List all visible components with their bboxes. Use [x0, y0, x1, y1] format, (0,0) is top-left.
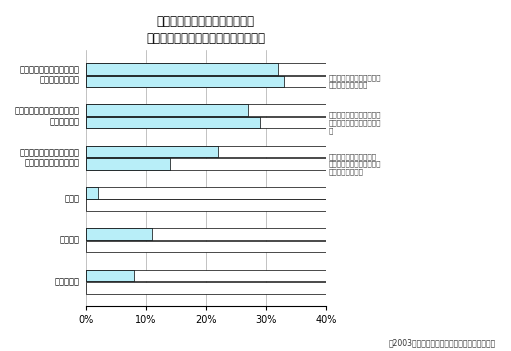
- Bar: [85, 270, 134, 281]
- Bar: [85, 75, 284, 87]
- Text: まちのデザインや公共施設
の整備に芸術的な感性の導
入: まちのデザインや公共施設 の整備に芸術的な感性の導 入: [329, 112, 382, 133]
- Bar: [85, 187, 326, 199]
- Bar: [85, 117, 326, 128]
- Text: 国内外の芸術家や芸術団
体を活動や研修のために一
定期間滞在させる: 国内外の芸術家や芸術団 体を活動や研修のために一 定期間滞在させる: [329, 153, 382, 175]
- Bar: [85, 63, 326, 75]
- Bar: [85, 270, 326, 281]
- Bar: [85, 229, 152, 240]
- Bar: [85, 229, 326, 240]
- Bar: [85, 75, 326, 87]
- Bar: [85, 117, 260, 128]
- Title: 地域に根ざした独自の個性的な
文化が息づくまちづくりのための要望: 地域に根ざした独自の個性的な 文化が息づくまちづくりのための要望: [146, 15, 265, 45]
- Bar: [85, 63, 278, 75]
- Bar: [85, 105, 248, 116]
- Bar: [85, 146, 326, 157]
- Bar: [85, 187, 98, 199]
- Bar: [85, 158, 326, 170]
- Bar: [85, 241, 326, 252]
- Text: 歴史的な建物や遺跡などを
活かしたまちづくり: 歴史的な建物や遺跡などを 活かしたまちづくり: [329, 74, 382, 88]
- Bar: [85, 282, 326, 294]
- Bar: [85, 146, 218, 157]
- Text: （2003年度「文化に関する世論調査」内閣府）: （2003年度「文化に関する世論調査」内閣府）: [388, 338, 496, 347]
- Bar: [85, 158, 170, 170]
- Bar: [85, 105, 326, 116]
- Bar: [85, 199, 326, 211]
